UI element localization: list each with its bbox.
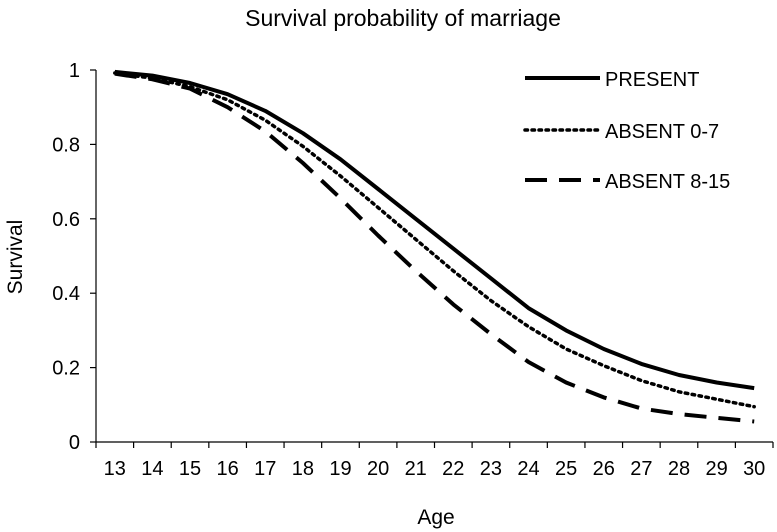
x-tick-label: 15 [179, 458, 201, 480]
x-tick-label: 20 [367, 458, 389, 480]
chart-title: Survival probability of marriage [245, 5, 561, 31]
x-tick-label: 14 [141, 458, 163, 480]
x-tick-label: 18 [292, 458, 314, 480]
x-tick-label: 28 [668, 458, 690, 480]
y-tick-label: 0.8 [52, 134, 80, 156]
x-tick-label: 17 [254, 458, 276, 480]
x-tick-label: 19 [329, 458, 351, 480]
x-tick-label: 23 [480, 458, 502, 480]
series-line-1 [114, 69, 755, 391]
x-tick-label: 27 [630, 458, 652, 480]
y-axis-label: Survival [4, 220, 27, 295]
legend-label-1: PRESENT [605, 69, 699, 91]
legend-label-2: ABSENT 0-7 [605, 121, 719, 143]
x-tick-label: 26 [593, 458, 615, 480]
y-tick-label: 0.6 [52, 209, 80, 231]
y-tick-label: 1 [69, 60, 80, 82]
x-tick-label: 16 [217, 458, 239, 480]
legend-label-3: ABSENT 8-15 [605, 171, 730, 193]
series-line-3 [114, 71, 755, 424]
x-tick-label: 13 [104, 458, 126, 480]
x-tick-label: 25 [555, 458, 577, 480]
y-tick-label: 0.4 [52, 283, 80, 305]
x-tick-label: 22 [442, 458, 464, 480]
series-line-2 [113, 71, 756, 409]
x-tick-label: 24 [517, 458, 539, 480]
x-tick-label: 29 [705, 458, 727, 480]
series-layer [113, 69, 756, 424]
y-tick-label: 0 [69, 432, 80, 454]
axes: 0 0.2 0.4 0.6 0.8 1 13 14 15 16 17 18 19 20 21 22 23 24 25… [52, 60, 774, 480]
x-axis-label: Age [417, 506, 454, 529]
y-tick-label: 0.2 [52, 358, 80, 380]
x-tick-label: 30 [743, 458, 765, 480]
x-tick-label: 21 [405, 458, 427, 480]
legend: PRESENT ABSENT 0-7 ABSENT 8-15 [523, 69, 730, 193]
